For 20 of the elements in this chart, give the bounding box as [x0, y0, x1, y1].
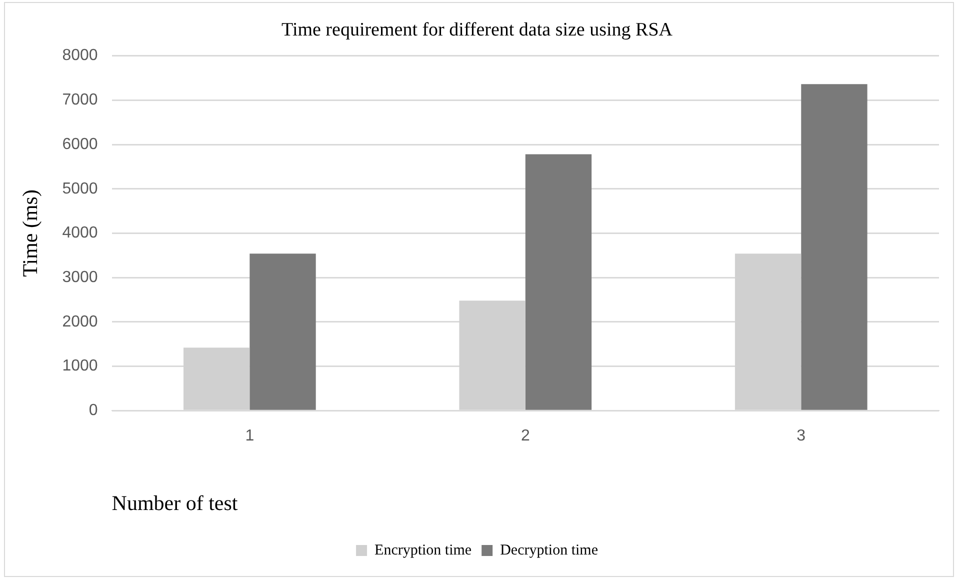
legend-label: Decryption time — [500, 542, 598, 558]
y-tick-label: 4000 — [62, 224, 98, 242]
x-tick-label: 1 — [245, 428, 254, 445]
x-axis-title: Number of test — [112, 490, 238, 515]
y-tick-label: 3000 — [62, 268, 98, 286]
y-tick-label: 2000 — [62, 313, 98, 330]
y-tick-label: 5000 — [62, 180, 98, 198]
chart-title: Time requirement for different data size using RSA — [281, 19, 673, 40]
bar — [801, 84, 868, 410]
y-tick-label: 7000 — [62, 92, 98, 109]
bar — [250, 254, 316, 410]
y-tick-label: 8000 — [62, 47, 98, 64]
y-tick-label: 6000 — [62, 136, 98, 153]
y-tick-label: 0 — [88, 402, 98, 420]
y-axis-title: Time (ms) — [18, 190, 42, 277]
legend-label: Encryption time — [374, 542, 472, 558]
y-tick-label: 1000 — [62, 358, 98, 375]
bar — [525, 154, 592, 410]
x-tick-label: 2 — [520, 428, 530, 445]
x-tick-label: 3 — [796, 428, 806, 445]
